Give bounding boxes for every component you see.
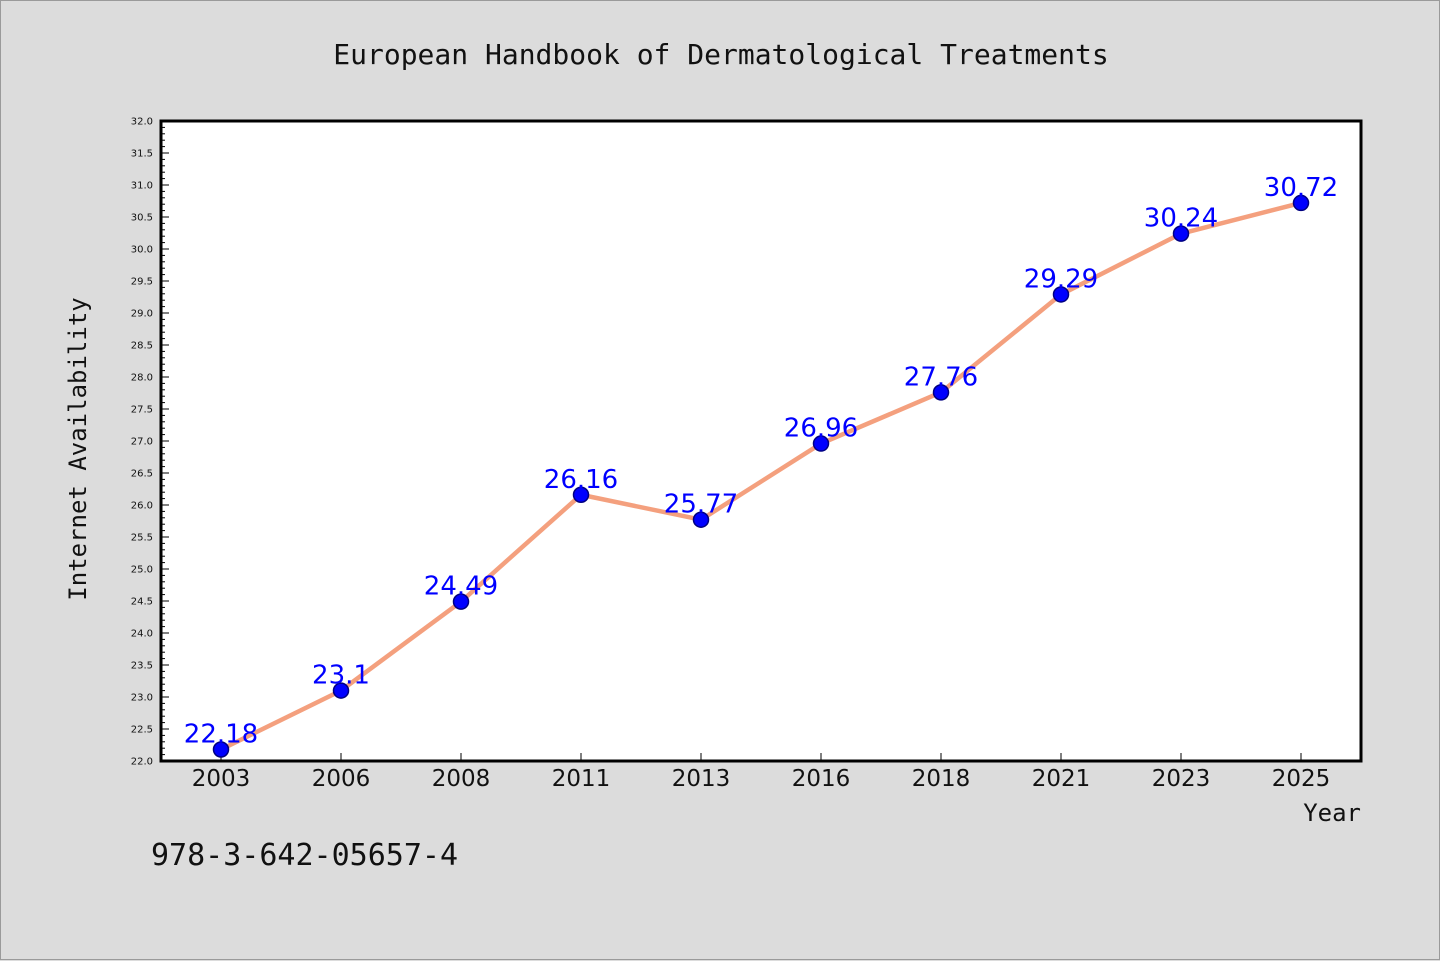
y-tick-label: 23.5 [131,661,153,672]
plot-area [159,119,1363,763]
y-tick-label: 25.0 [131,565,153,576]
isbn-label: 978-3-642-05657-4 [151,838,458,873]
y-tick-label: 27.5 [131,405,153,416]
y-tick-label: 22.5 [131,725,153,736]
x-tick-label: 2023 [1152,766,1211,792]
data-point-2008 [452,593,470,610]
x-tick-label: 2016 [792,766,851,792]
data-point-2013 [692,511,710,528]
y-tick-label: 26.5 [131,469,153,480]
data-label-2021: 29.29 [1024,264,1098,294]
y-tick-label: 27.0 [131,437,153,448]
data-label-2025: 30.72 [1264,173,1338,203]
y-tick-label: 31.0 [131,181,153,192]
y-tick-label: 30.5 [131,213,153,224]
data-label-2011: 26.16 [544,465,618,495]
y-tick-label: 31.5 [131,149,153,160]
data-label-2013: 25.77 [664,490,738,520]
y-tick-label: 28.0 [131,373,153,384]
x-tick-label: 2003 [192,766,251,792]
data-point-2025 [1292,194,1310,212]
data-label-2003: 22.18 [184,719,258,749]
data-point-2003 [212,741,230,758]
series-line-group [218,200,1304,752]
y-axis-label: Internet Availability [64,297,92,600]
data-point-2023 [1172,225,1190,242]
y-tick-label: 29.5 [131,277,153,288]
y-tick-label: 24.0 [131,629,153,640]
data-point-2018 [932,384,950,401]
y-axis: 22.0 22.5 23.0 23.5 24.0 24.5 25.0 25.5 26.0 26.5… [131,117,169,768]
y-tick-label: 24.5 [131,597,153,608]
data-label-2018: 27.76 [904,362,978,392]
chart-title: European Handbook of Dermatological Trea… [333,38,1108,71]
x-tick-label: 2013 [672,766,731,792]
data-labels-group: 22.18 23.1 24.49 26.16 25.77 26.96 27.76 29.29 3… [184,173,1338,750]
x-tick-label: 2008 [432,766,491,792]
y-tick-label: 26.0 [131,501,153,512]
x-tick-label: 2021 [1032,766,1091,792]
data-point-2021 [1052,286,1070,303]
data-label-2008: 24.49 [424,572,498,602]
y-tick-label: 25.5 [131,533,153,544]
x-tick-label: 2025 [1272,766,1331,792]
y-tick-label: 28.5 [131,341,153,352]
x-axis: 2003 2006 2008 2011 2013 2016 2018 2021 2023 2025 [192,753,1331,792]
x-tick-label: 2018 [912,766,971,792]
y-tick-label: 23.0 [131,693,153,704]
x-axis-label: Year [1303,799,1361,827]
series-line [218,200,1304,752]
data-point-2016 [812,435,830,452]
x-tick-label: 2006 [312,766,371,792]
y-tick-label: 22.0 [131,757,153,768]
y-tick-label: 30.0 [131,245,153,256]
data-point-2011 [572,486,590,504]
data-point-2006 [332,682,350,699]
data-label-2006: 23.1 [312,661,370,691]
data-label-2016: 26.96 [784,414,858,444]
y-tick-label: 32.0 [131,117,153,128]
data-label-2023: 30.24 [1144,204,1218,234]
y-tick-label: 29.0 [131,309,153,320]
markers-group [212,194,1310,758]
x-tick-label: 2011 [552,766,611,792]
